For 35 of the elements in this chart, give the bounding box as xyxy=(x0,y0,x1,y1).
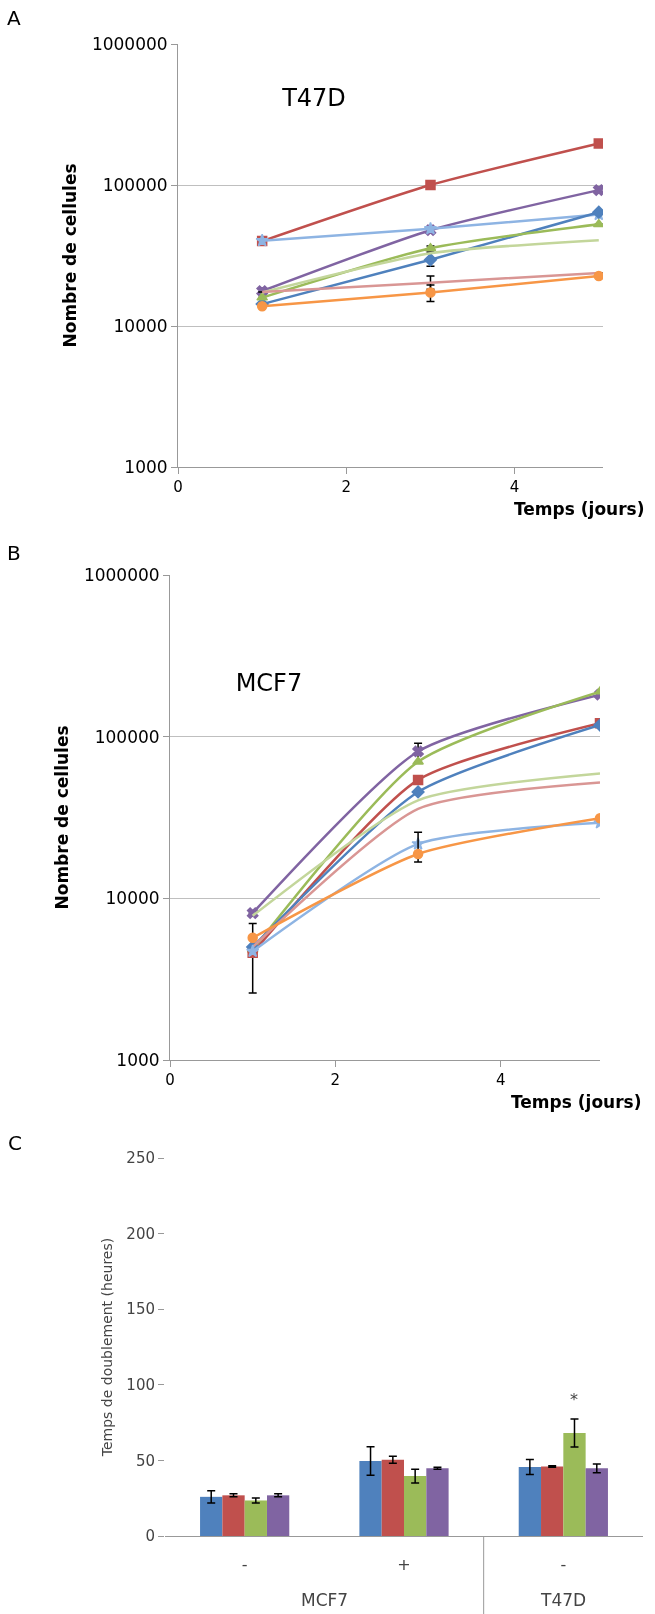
text: B xyxy=(7,541,21,565)
y-axis-title: Temps de doublement (heures) xyxy=(98,1237,115,1458)
y-tick-label: 1000000 xyxy=(91,33,168,54)
y-tick-label: 100000 xyxy=(102,174,168,195)
x-tick-label: + xyxy=(397,1555,411,1575)
y-tick-label: 100000 xyxy=(94,726,160,747)
text: MCF7 xyxy=(301,1590,349,1610)
y-tick-label: 0 xyxy=(145,1527,155,1546)
x-axis-title: Temps (jours) xyxy=(514,499,645,519)
x-tick-label: 2 xyxy=(341,478,352,496)
y-tick-label: 50 xyxy=(135,1451,155,1470)
x-tick-label: - xyxy=(560,1555,567,1575)
text: A xyxy=(7,6,21,30)
y-tick-label: 200 xyxy=(126,1224,155,1243)
text: C xyxy=(8,1131,22,1155)
y-tick-label: 10000 xyxy=(113,315,168,336)
text: T47D xyxy=(281,83,346,112)
x-tick-label: 4 xyxy=(496,1071,506,1089)
y-tick-label: 1000000 xyxy=(83,564,160,585)
y-tick-label: 100 xyxy=(126,1376,155,1395)
y-tick-label: 10000 xyxy=(105,888,160,909)
x-axis-title: Temps (jours) xyxy=(511,1092,642,1112)
y-tick-label: 250 xyxy=(126,1149,155,1168)
text: T47D xyxy=(540,1590,587,1610)
x-tick-label: - xyxy=(241,1555,248,1575)
text: MCF7 xyxy=(235,668,303,697)
y-tick-label: 1000 xyxy=(124,456,168,477)
x-tick-label: 0 xyxy=(173,478,183,496)
annotation: * xyxy=(570,1390,578,1409)
y-tick-label: 150 xyxy=(126,1300,155,1319)
y-axis-title: Nombre de cellules xyxy=(60,163,81,348)
y-tick-label: 1000 xyxy=(116,1049,160,1070)
x-tick-label: 2 xyxy=(330,1071,341,1089)
y-axis-title: Nombre de cellules xyxy=(52,725,73,910)
x-tick-label: 4 xyxy=(509,478,520,496)
